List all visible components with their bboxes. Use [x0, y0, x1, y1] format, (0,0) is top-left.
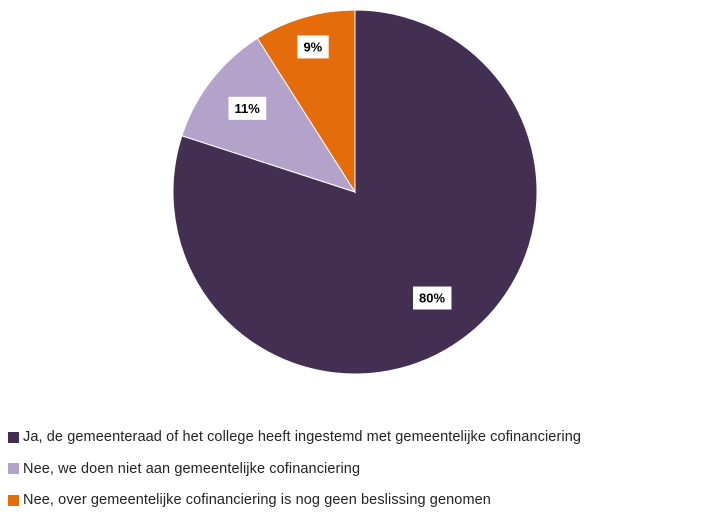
slice-label-box: [297, 35, 329, 59]
slice-label-box: [228, 96, 267, 120]
legend-swatch: [8, 494, 19, 506]
legend-item-ja: Ja, de gemeenteraad of het college heeft…: [8, 428, 703, 446]
slice-value-label: 11%: [234, 101, 260, 116]
legend-swatch: [8, 431, 19, 443]
legend-item-nee-niet: Nee, we doen niet aan gemeentelijke cofi…: [8, 460, 703, 478]
legend-label: Nee, we doen niet aan gemeentelijke cofi…: [23, 460, 361, 477]
slice-value-label: 9%: [303, 39, 322, 54]
slice-value-label: 80%: [419, 291, 445, 306]
pie-slices: [172, 9, 538, 375]
legend-label: Nee, over gemeentelijke cofinanciering i…: [23, 492, 491, 508]
legend-label: Ja, de gemeenteraad of het college heeft…: [23, 429, 582, 445]
chart-legend: Ja, de gemeenteraad of het college heeft…: [8, 428, 703, 523]
pie-slice: [172, 9, 538, 375]
pie-slice: [181, 37, 357, 193]
slice-label-box: [413, 286, 452, 310]
slice-labels: 80% 11% 9%: [228, 35, 452, 310]
pie-chart: 80% 11% 9%: [172, 9, 538, 375]
pie-slice: [256, 9, 356, 194]
legend-swatch: [8, 463, 19, 474]
legend-item-nee-geen-beslissing: Nee, over gemeentelijke cofinanciering i…: [8, 491, 703, 509]
